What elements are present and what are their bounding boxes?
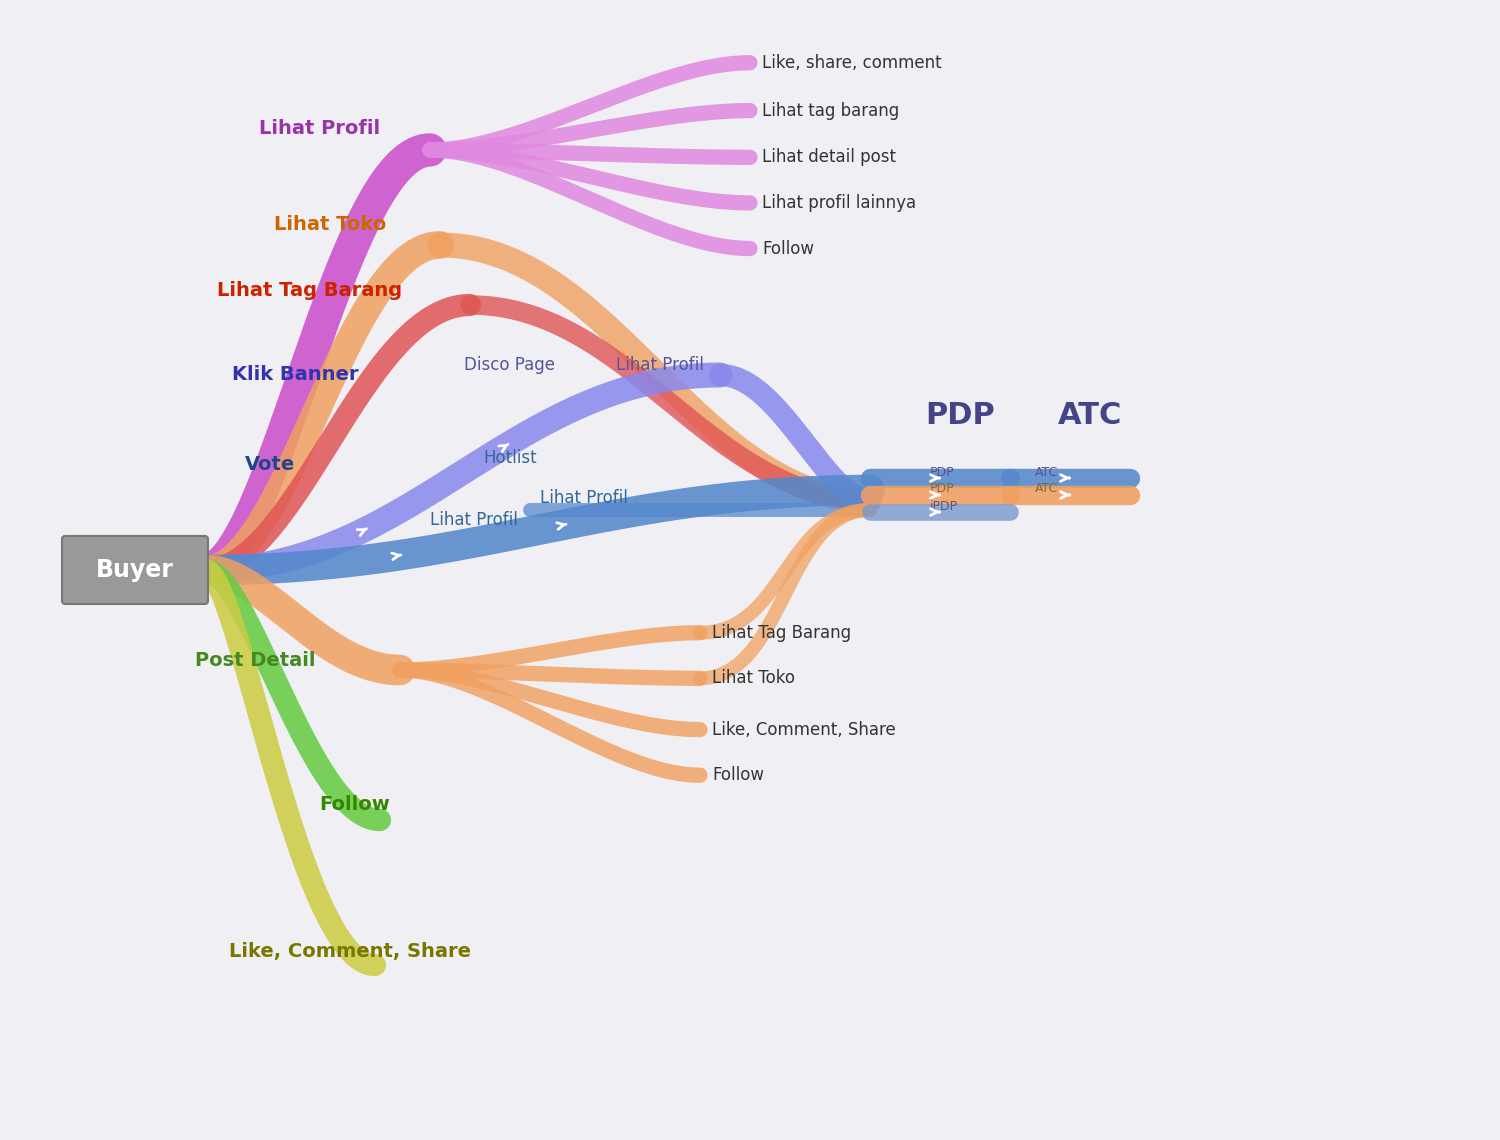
Text: Lihat Profil: Lihat Profil	[430, 511, 518, 529]
Text: Hotlist: Hotlist	[483, 449, 537, 467]
Text: Like, share, comment: Like, share, comment	[762, 54, 942, 72]
Text: Like, Comment, Share: Like, Comment, Share	[712, 720, 896, 739]
Text: Klik Banner: Klik Banner	[231, 366, 358, 384]
Text: Lihat Tag Barang: Lihat Tag Barang	[712, 624, 850, 642]
Text: Lihat Profil: Lihat Profil	[540, 489, 628, 507]
Text: PDP: PDP	[930, 481, 954, 495]
Text: Post Detail: Post Detail	[195, 651, 315, 669]
Text: PDP: PDP	[926, 400, 994, 430]
Text: Lihat Toko: Lihat Toko	[274, 215, 386, 235]
Text: Lihat Tag Barang: Lihat Tag Barang	[217, 280, 402, 300]
Text: Follow: Follow	[320, 796, 390, 814]
Text: Buyer: Buyer	[96, 557, 174, 583]
Text: Lihat profil lainnya: Lihat profil lainnya	[762, 194, 916, 212]
Text: Follow: Follow	[712, 766, 764, 784]
FancyBboxPatch shape	[62, 536, 208, 604]
Text: PDP: PDP	[930, 465, 954, 479]
Text: Vote: Vote	[244, 456, 296, 474]
Text: Lihat Profil: Lihat Profil	[260, 119, 381, 138]
Text: iPDP: iPDP	[930, 500, 958, 513]
Text: Follow: Follow	[762, 239, 814, 258]
Text: ATC: ATC	[1035, 465, 1059, 479]
Text: Lihat Toko: Lihat Toko	[712, 669, 795, 687]
Text: Lihat Profil: Lihat Profil	[616, 356, 704, 374]
Text: ATC: ATC	[1058, 400, 1122, 430]
Text: Disco Page: Disco Page	[465, 356, 555, 374]
Text: ATC: ATC	[1035, 481, 1059, 495]
Text: Lihat detail post: Lihat detail post	[762, 148, 896, 166]
Text: Like, Comment, Share: Like, Comment, Share	[230, 943, 471, 961]
Text: Lihat tag barang: Lihat tag barang	[762, 101, 900, 120]
